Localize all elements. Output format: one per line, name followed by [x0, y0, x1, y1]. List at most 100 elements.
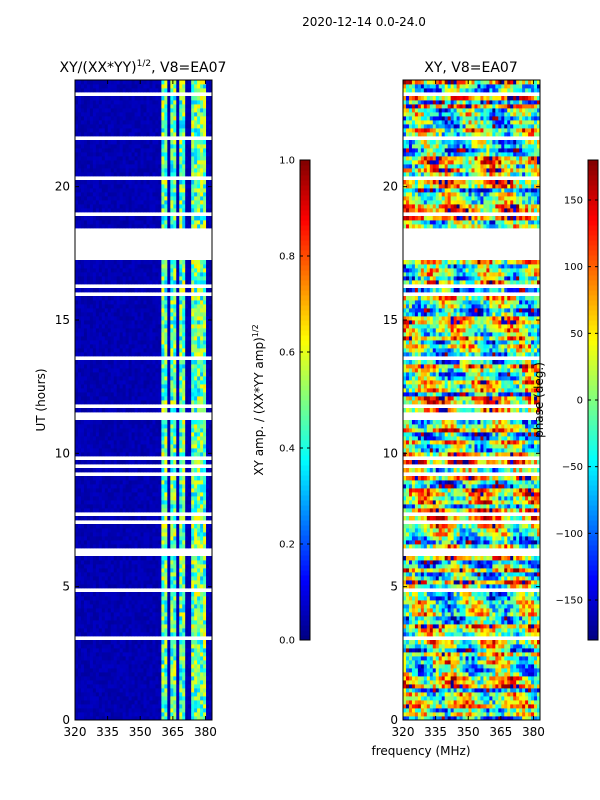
amplitude-cell	[167, 344, 171, 349]
amplitude-cell	[152, 536, 156, 541]
amplitude-cell	[161, 696, 165, 701]
amplitude-cell	[98, 476, 103, 481]
amplitude-cell	[197, 388, 201, 393]
amplitude-cell	[128, 224, 132, 229]
amplitude-cell	[131, 480, 135, 485]
amplitude-cell	[161, 612, 165, 617]
amplitude-cell	[194, 424, 198, 429]
amplitude-cell	[209, 432, 213, 437]
amplitude-cell	[134, 652, 138, 657]
amplitude-cell	[101, 556, 106, 561]
amplitude-cell	[110, 188, 115, 193]
amplitude-cell	[155, 424, 159, 429]
amplitude-cell	[131, 344, 135, 349]
amplitude-cell	[164, 584, 168, 589]
amplitude-cell	[209, 648, 213, 653]
amplitude-cell	[152, 496, 156, 501]
amplitude-cell	[98, 320, 103, 325]
amplitude-cell	[137, 272, 141, 277]
amplitude-cell	[83, 300, 88, 305]
amplitude-cell	[92, 540, 97, 545]
amplitude-cell	[125, 348, 130, 353]
amplitude-cell	[92, 712, 97, 717]
amplitude-cell	[134, 592, 138, 597]
amplitude-cell	[116, 480, 121, 485]
amplitude-cell	[86, 500, 91, 505]
amplitude-cell	[143, 604, 147, 609]
amplitude-cell	[143, 380, 147, 385]
amplitude-cell	[110, 440, 115, 445]
amplitude-cell	[203, 656, 207, 661]
amplitude-cell	[86, 532, 91, 537]
amplitude-cell	[116, 704, 121, 709]
amplitude-cell	[209, 452, 213, 457]
amplitude-cell	[134, 300, 138, 305]
amplitude-cell	[155, 600, 159, 605]
amplitude-cell	[200, 616, 204, 621]
amplitude-cell	[107, 196, 112, 201]
amplitude-cell	[146, 712, 150, 717]
amplitude-cell	[200, 572, 204, 577]
amplitude-cell	[179, 644, 183, 649]
amplitude-cell	[110, 524, 115, 529]
amplitude-cell	[140, 276, 144, 281]
amplitude-cell	[152, 224, 156, 229]
amplitude-cell	[146, 312, 150, 317]
amplitude-cell	[119, 624, 124, 629]
amplitude-cell	[137, 432, 141, 437]
amplitude-cell	[116, 600, 121, 605]
amplitude-cell	[92, 264, 97, 269]
amplitude-cell	[75, 632, 79, 637]
amplitude-cell	[206, 480, 210, 485]
amplitude-cell	[80, 312, 85, 317]
amplitude-cell	[197, 544, 201, 549]
amplitude-cell	[167, 288, 171, 293]
amplitude-cell	[107, 384, 112, 389]
amplitude-cell	[122, 436, 127, 441]
amplitude-cell	[104, 444, 109, 449]
amplitude-cell	[149, 660, 153, 665]
amplitude-cell	[128, 656, 132, 661]
amplitude-cell	[77, 208, 82, 213]
amplitude-cell	[209, 396, 213, 401]
amplitude-cell	[80, 268, 85, 273]
amplitude-cell	[77, 688, 82, 693]
amplitude-cell	[128, 452, 132, 457]
amplitude-cell	[209, 560, 213, 565]
amplitude-cell	[107, 188, 112, 193]
amplitude-cell	[191, 260, 195, 265]
amplitude-cell	[116, 708, 121, 713]
amplitude-cell	[188, 452, 192, 457]
amplitude-cell	[89, 596, 94, 601]
amplitude-cell	[170, 608, 174, 613]
amplitude-cell	[128, 428, 132, 433]
amplitude-cell	[149, 440, 153, 445]
amplitude-cell	[155, 440, 159, 445]
amplitude-cell	[80, 488, 85, 493]
amplitude-cell	[188, 628, 192, 633]
amplitude-cell	[191, 708, 195, 713]
amplitude-cell	[188, 712, 192, 717]
amplitude-cell	[155, 692, 159, 697]
amplitude-cell	[182, 616, 186, 621]
amplitude-cell	[173, 296, 177, 301]
amplitude-cell	[75, 420, 79, 425]
amplitude-cell	[149, 396, 153, 401]
amplitude-cell	[80, 432, 85, 437]
amplitude-cell	[92, 368, 97, 373]
amplitude-cell	[161, 504, 165, 509]
amplitude-cell	[206, 476, 210, 481]
amplitude-cell	[128, 288, 132, 293]
amplitude-cell	[92, 280, 97, 285]
amplitude-cell	[188, 596, 192, 601]
amplitude-cell	[170, 424, 174, 429]
amplitude-cell	[179, 380, 183, 385]
amplitude-cell	[161, 668, 165, 673]
amplitude-cell	[110, 260, 115, 265]
amplitude-cell	[131, 340, 135, 345]
amplitude-cell	[137, 676, 141, 681]
amplitude-cell	[77, 428, 82, 433]
amplitude-cell	[119, 452, 124, 457]
amplitude-cell	[83, 508, 88, 513]
amplitude-cell	[191, 700, 195, 705]
